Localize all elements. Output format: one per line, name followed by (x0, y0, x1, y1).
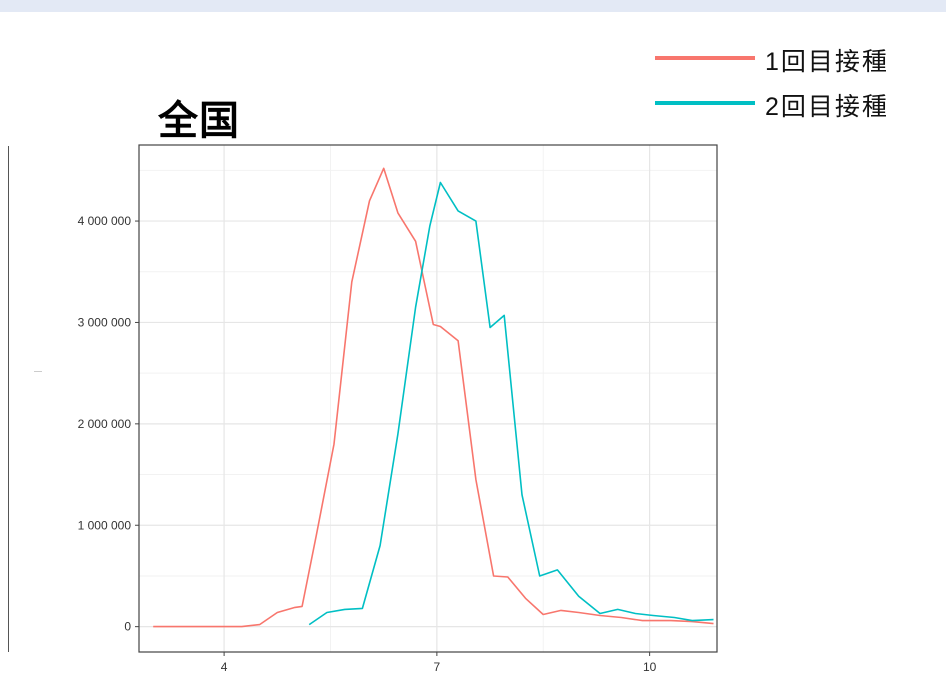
y-tick-label: 3 000 000 (78, 315, 132, 329)
x-tick-label: 7 (434, 660, 441, 674)
series-line-2 (308, 181, 714, 626)
y-tick-label: 0 (124, 620, 131, 634)
plot-background (139, 145, 717, 652)
legend-swatch-series-2 (655, 101, 755, 105)
chart-title: 全国 (158, 99, 240, 143)
legend-label-series-1: 1回目接種 (765, 48, 889, 76)
top-strip (0, 0, 946, 12)
left-divider-mark (34, 371, 42, 372)
legend: 1回目接種 2回目接種 (655, 40, 935, 130)
y-tick-label: 1 000 000 (78, 518, 132, 532)
series-line-1 (153, 167, 714, 628)
y-tick-label: 2 000 000 (78, 417, 132, 431)
left-divider-line (8, 146, 9, 652)
y-tick-label: 4 000 000 (78, 214, 132, 228)
legend-swatch-series-1 (655, 56, 755, 60)
x-tick-label: 10 (643, 660, 657, 674)
legend-label-series-2: 2回目接種 (765, 93, 889, 121)
legend-item-series-2: 2回目接種 (655, 85, 935, 121)
plot-border (138, 144, 718, 653)
legend-item-series-1: 1回目接種 (655, 40, 935, 76)
x-tick-label: 4 (221, 660, 228, 674)
